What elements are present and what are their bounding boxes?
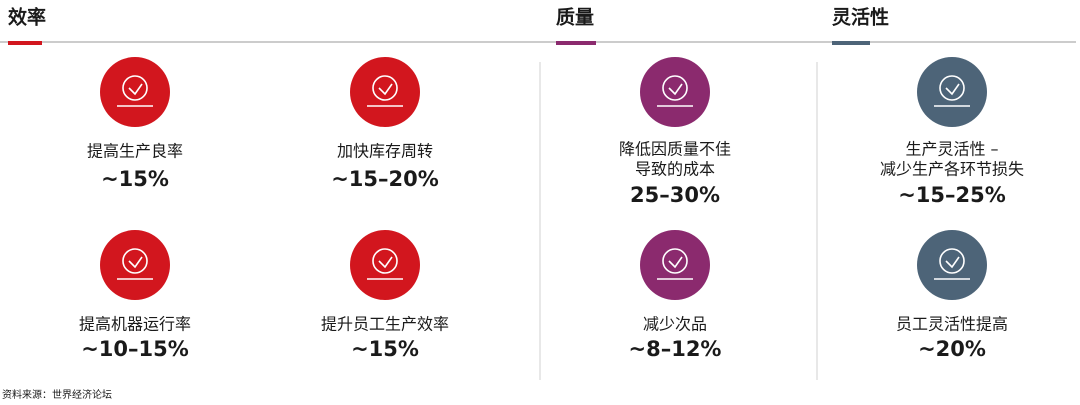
icon-ring: [372, 75, 398, 101]
item-value: ~15%: [351, 337, 419, 361]
item-value: 25–30%: [630, 183, 720, 207]
icon-detail: [117, 256, 153, 280]
item-icon: [917, 57, 987, 127]
item-label: 生产灵活性 –: [905, 140, 998, 159]
item-value: ~15%: [101, 167, 169, 191]
item-value: ~15–25%: [898, 183, 1006, 207]
icon-detail: [367, 256, 403, 280]
icon-ring: [662, 248, 688, 274]
item-icon: [100, 57, 170, 127]
icon-glyph: [657, 248, 693, 280]
icon-glyph: [367, 75, 403, 107]
item-label: 导致的成本: [635, 160, 715, 179]
icon-glyph: [367, 248, 403, 280]
icon-detail: [117, 83, 153, 107]
item-value: ~15–20%: [331, 167, 439, 191]
item-label: 提高机器运行率: [79, 315, 191, 334]
icon-glyph: [934, 75, 970, 107]
icon-detail: [934, 83, 970, 107]
item-icon: [917, 230, 987, 300]
item-label: 提高生产良率: [87, 142, 183, 161]
icon-ring: [122, 248, 148, 274]
item-label: 降低因质量不佳: [619, 140, 731, 159]
section-title: 灵活性: [832, 6, 889, 29]
icon-ring: [372, 248, 398, 274]
item-icon: [640, 57, 710, 127]
icon-glyph: [117, 75, 153, 107]
icon-glyph: [934, 248, 970, 280]
item-label: 加快库存周转: [337, 142, 433, 161]
item-icon: [350, 57, 420, 127]
item-value: ~8–12%: [629, 337, 722, 361]
item-label: 减少生产各环节损失: [880, 160, 1024, 179]
item-icon: [640, 230, 710, 300]
item-icon: [100, 230, 170, 300]
icon-ring: [662, 75, 688, 101]
item-value: ~10–15%: [81, 337, 189, 361]
item-label: 提升员工生产效率: [321, 315, 449, 334]
icon-detail: [657, 83, 693, 107]
item-value: ~20%: [918, 337, 986, 361]
section-title: 质量: [556, 7, 594, 29]
icon-glyph: [117, 248, 153, 280]
icon-ring: [939, 248, 965, 274]
icon-glyph: [657, 75, 693, 107]
source-note: 资料来源：世界经济论坛: [2, 388, 112, 401]
icon-detail: [367, 83, 403, 107]
icon-detail: [657, 256, 693, 280]
icon-ring: [122, 75, 148, 101]
icon-detail: [934, 256, 970, 280]
item-label: 减少次品: [643, 315, 707, 334]
item-label: 员工灵活性提高: [896, 315, 1008, 334]
section-title: 效率: [8, 6, 46, 29]
icon-ring: [939, 75, 965, 101]
item-icon: [350, 230, 420, 300]
